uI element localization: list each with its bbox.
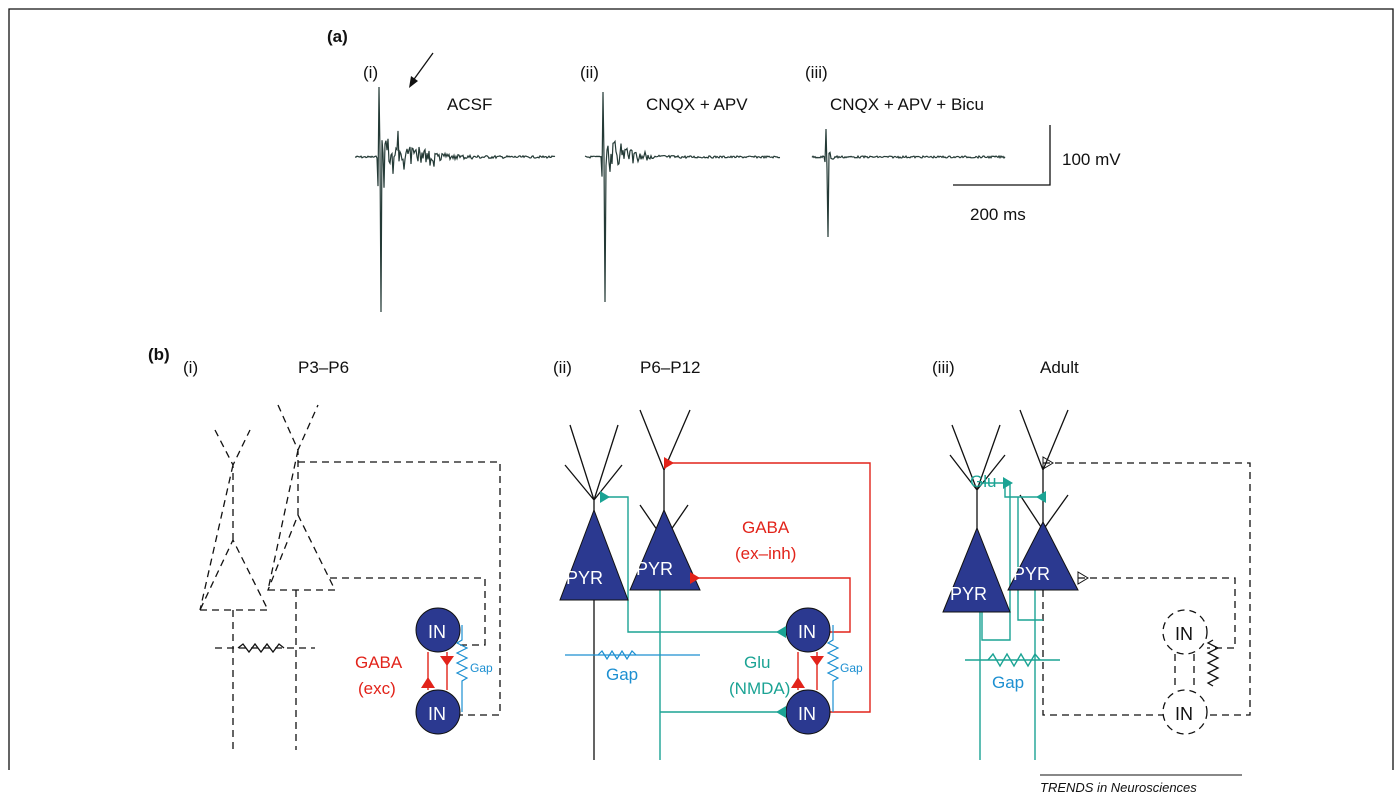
interneuron: IN bbox=[428, 704, 446, 724]
trace-label: (ii) bbox=[580, 63, 599, 82]
stage-label: (i) bbox=[183, 358, 198, 377]
traces bbox=[355, 87, 1005, 312]
arrow-head bbox=[409, 76, 418, 88]
frame bbox=[9, 9, 1393, 770]
pyramid: PYR bbox=[1013, 564, 1050, 584]
interneuron: IN bbox=[1175, 624, 1193, 644]
trace bbox=[355, 87, 555, 312]
gaba-label: GABA bbox=[742, 518, 790, 537]
interneuron: IN bbox=[798, 622, 816, 642]
trace bbox=[585, 92, 780, 302]
trace-label: (iii) bbox=[805, 63, 828, 82]
interneuron: IN bbox=[798, 704, 816, 724]
trace-label: (i) bbox=[363, 63, 378, 82]
gaba-label: (ex–inh) bbox=[735, 544, 796, 563]
footer: TRENDS in Neurosciences bbox=[1040, 780, 1197, 795]
stage-label: (iii) bbox=[932, 358, 955, 377]
glu-label: Glu bbox=[744, 653, 770, 672]
gap-label: Gap bbox=[470, 661, 493, 675]
synapse-label: GABA bbox=[355, 653, 403, 672]
pyramid: PYR bbox=[636, 559, 673, 579]
glu-label: (NMDA) bbox=[729, 679, 790, 698]
stage-i: IN IN GABA (exc) Gap bbox=[200, 405, 500, 750]
interneuron: IN bbox=[1175, 704, 1193, 724]
synapse-label: (exc) bbox=[358, 679, 396, 698]
arrow bbox=[412, 53, 433, 82]
panel-label: (a) bbox=[327, 27, 348, 46]
scale-time: 200 ms bbox=[970, 205, 1026, 224]
stage-label: (ii) bbox=[553, 358, 572, 377]
gap-label: Gap bbox=[992, 673, 1024, 692]
scale-bar bbox=[953, 125, 1050, 185]
interneuron: IN bbox=[428, 622, 446, 642]
condition: CNQX + APV bbox=[646, 95, 748, 114]
panel-label: (b) bbox=[148, 345, 170, 364]
gap-label: Gap bbox=[606, 665, 638, 684]
gap-label: Gap bbox=[840, 661, 863, 675]
pyramid: PYR bbox=[950, 584, 987, 604]
stage-age: Adult bbox=[1040, 358, 1079, 377]
glu-label: Glu bbox=[970, 472, 996, 491]
stage-iii: PYR PYR IN IN Glu Gap bbox=[943, 410, 1250, 760]
stage-age: P3–P6 bbox=[298, 358, 349, 377]
condition: CNQX + APV + Bicu bbox=[830, 95, 984, 114]
stage-age: P6–P12 bbox=[640, 358, 701, 377]
condition: ACSF bbox=[447, 95, 492, 114]
scale-voltage: 100 mV bbox=[1062, 150, 1121, 169]
figure: (a) (i) ACSF (ii) CNQX + APV (iii) CNQX … bbox=[0, 0, 1395, 798]
stage-ii: PYR PYR IN IN GABA (ex–inh) Glu (NMDA) G… bbox=[560, 410, 870, 760]
pyramid: PYR bbox=[566, 568, 603, 588]
